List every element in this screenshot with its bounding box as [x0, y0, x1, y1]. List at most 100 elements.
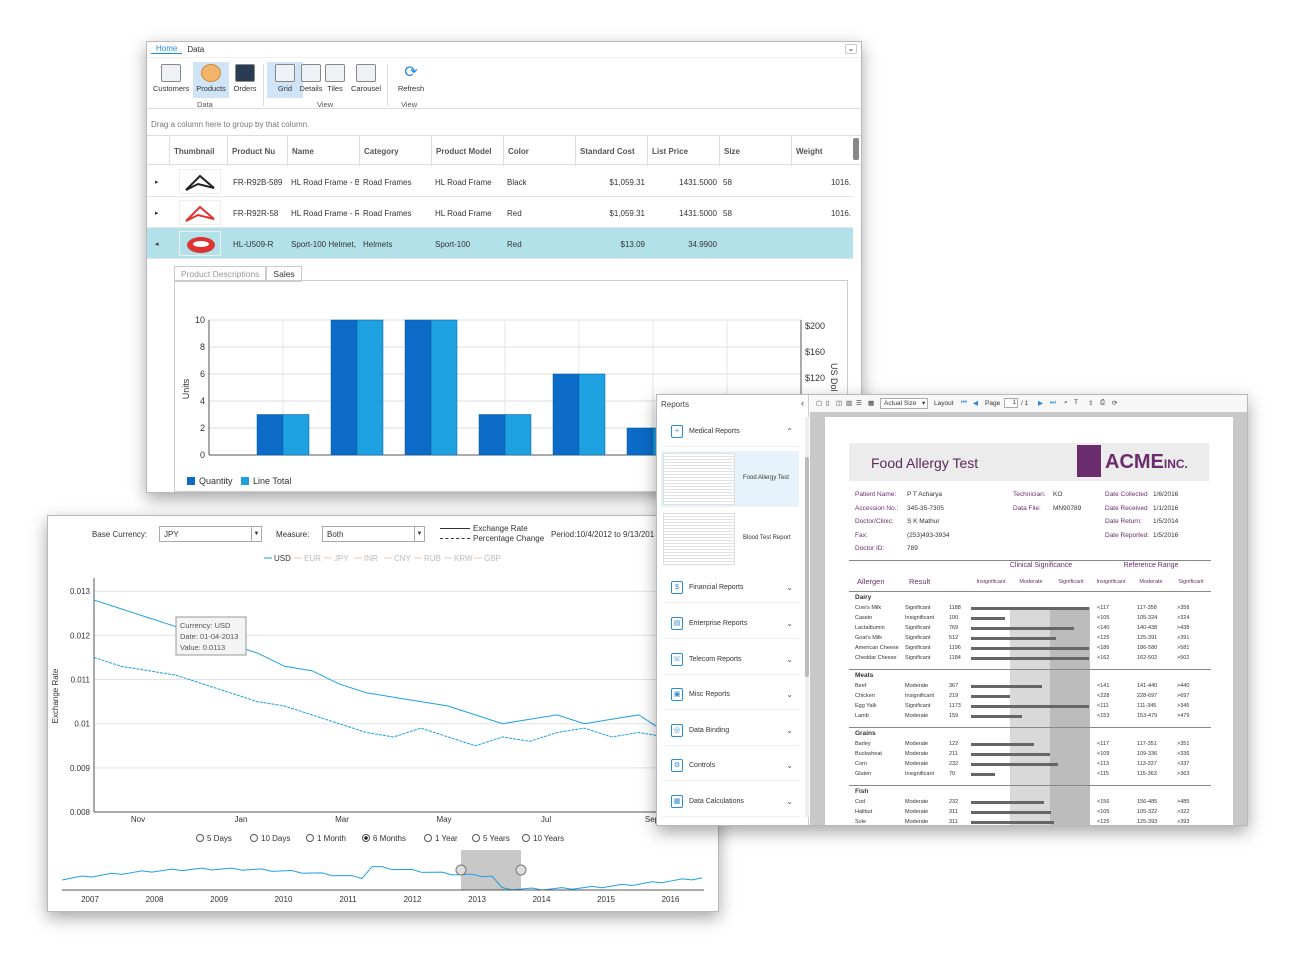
column-header[interactable]: List Price — [647, 136, 719, 166]
base-currency-select[interactable]: JPY ▼ — [159, 526, 262, 542]
row-expander-icon[interactable]: ◂ — [155, 241, 159, 248]
next-page-icon[interactable]: ▶ — [1038, 400, 1043, 407]
field-value: 1/5/2014 — [1153, 518, 1179, 525]
y-tick-label: 10 — [195, 315, 205, 325]
page-input[interactable]: 1 — [1004, 398, 1018, 408]
report-category[interactable]: ⚙ Controls ⌄ — [663, 751, 799, 781]
zoom-select[interactable]: Actual Size — [880, 398, 928, 409]
search-icon[interactable]: ◫ — [836, 400, 843, 407]
result-bar — [971, 801, 1045, 804]
column-header[interactable]: Name — [287, 136, 359, 166]
result-level: Significant — [905, 703, 931, 709]
refresh-button[interactable]: ⟳ Refresh — [393, 62, 429, 98]
y-tick-label: 0.008 — [70, 808, 91, 817]
first-page-icon[interactable]: ⏮ — [961, 399, 967, 406]
report-category[interactable]: $ Financial Reports ⌄ — [663, 573, 799, 603]
columns-icon[interactable]: ▥ — [846, 400, 853, 407]
logo-suffix: INC. — [1163, 457, 1188, 471]
print-icon[interactable]: ⎙ — [1100, 399, 1106, 406]
report-category[interactable]: ☏ Telecom Reports ⌄ — [663, 645, 799, 675]
cell-model: Sport-100 — [435, 240, 471, 249]
range-low: <153 — [1097, 713, 1110, 719]
grid-button[interactable]: Grid — [267, 62, 303, 98]
layout-button[interactable]: Layout — [934, 400, 954, 407]
column-header[interactable]: Thumbnail — [169, 136, 227, 166]
report-item[interactable]: Blood Test Report — [661, 511, 799, 567]
column-header[interactable]: Weight — [791, 136, 853, 166]
last-page-icon[interactable]: ⏭ — [1050, 399, 1056, 406]
report-category[interactable]: ▤ Enterprise Reports ⌄ — [663, 609, 799, 639]
details-view-icon — [301, 64, 321, 82]
x-tick-label: May — [436, 815, 451, 824]
range-label: 5 Years — [483, 834, 510, 843]
page-icon[interactable]: ▯ — [826, 400, 830, 407]
range-low: <186 — [1097, 645, 1110, 651]
carousel-button[interactable]: Carousel — [349, 62, 383, 98]
range-high: >393 — [1177, 819, 1190, 825]
tab-product-descriptions[interactable]: Product Descriptions — [174, 266, 267, 282]
text-select-icon[interactable]: T — [1074, 399, 1078, 406]
range-mid: 117-351 — [1137, 741, 1157, 747]
details-button[interactable]: Details — [293, 62, 329, 98]
thumbnails-icon[interactable]: ▢ — [816, 400, 823, 407]
range-low: <141 — [1097, 683, 1110, 689]
allergen-name: Barley — [855, 741, 871, 747]
customers-button[interactable]: Customers — [153, 62, 189, 98]
export-icon[interactable]: ⇪ — [1088, 400, 1094, 407]
products-button[interactable]: Products — [193, 62, 229, 98]
column-header[interactable]: Size — [719, 136, 791, 166]
range-mid: 105-324 — [1137, 615, 1158, 621]
column-header[interactable]: Color — [503, 136, 575, 166]
result-level: Moderate — [905, 819, 929, 825]
y-tick-label: 0.011 — [71, 676, 91, 685]
column-header[interactable]: Standard Cost — [575, 136, 647, 166]
multi-page-icon[interactable]: ▦ — [868, 400, 875, 407]
row-expander-icon[interactable]: ▸ — [155, 179, 159, 186]
grid-scrollbar[interactable] — [853, 138, 859, 160]
report-category[interactable]: ◎ Data Binding ⌄ — [663, 716, 799, 746]
group-rule — [849, 727, 1211, 728]
column-header[interactable]: Category — [359, 136, 431, 166]
table-row[interactable]: ▸ FR-R92B-589 HL Road Frame - B Road Frames… — [147, 166, 853, 197]
orders-button[interactable]: Orders — [227, 62, 263, 98]
cell-cost: $13.09 — [620, 240, 645, 249]
row-expander-icon[interactable]: ▸ — [155, 210, 159, 217]
range-low: <162 — [1097, 655, 1110, 661]
column-header[interactable]: Product Model — [431, 136, 503, 166]
details-label: Details — [299, 84, 323, 93]
prev-page-icon[interactable]: ◀ — [973, 400, 978, 407]
range-radio — [306, 834, 314, 842]
find-icon[interactable]: ⌕ — [1064, 399, 1068, 406]
tab-home[interactable]: Home — [151, 44, 183, 54]
table-row[interactable]: ◂ HL-U509-R Sport-100 Helmet, Helmets Sport-… — [147, 228, 853, 259]
refresh-icon[interactable]: ⟳ — [1112, 400, 1118, 407]
acme-logo-icon — [1077, 445, 1101, 477]
result-bar — [971, 647, 1089, 650]
ribbon-collapse-button[interactable]: ⌄ — [845, 44, 857, 54]
column-header[interactable]: Product Nu — [227, 136, 287, 166]
tab-data[interactable]: Data — [187, 44, 205, 54]
scrollbar-thumb[interactable] — [805, 457, 809, 677]
measure-select[interactable]: Both ▼ — [322, 526, 425, 542]
report-category[interactable]: ▣ Misc Reports ⌄ — [663, 680, 799, 710]
y-tick-label: 0.01 — [74, 720, 90, 729]
allergen-name: Gluten — [855, 771, 872, 777]
measure-value: Both — [327, 530, 344, 539]
table-row[interactable]: ▸ FR-R92R-58 HL Road Frame - R Road Frames H… — [147, 197, 853, 228]
tiles-button[interactable]: Tiles — [317, 62, 353, 98]
ribbon-tabs: Home Data — [147, 42, 861, 56]
legend-swatch — [241, 477, 249, 485]
allergen-name: Lactalbumin — [855, 625, 885, 631]
group-panel-hint[interactable]: Drag a column here to group by that colu… — [151, 120, 310, 129]
report-item[interactable]: Food Allergy Test — [661, 451, 799, 507]
result-value: 100 — [949, 615, 959, 621]
report-category[interactable]: ▦ Data Calculations ⌄ — [663, 787, 799, 817]
result-value: 311 — [949, 809, 958, 815]
tab-sales[interactable]: Sales — [266, 266, 302, 282]
report-category[interactable]: + Medical Reports ⌃ — [663, 417, 799, 447]
sidebar-scrollbar[interactable] — [805, 417, 809, 817]
list-icon[interactable]: ☰ — [856, 400, 862, 407]
collapse-sidebar-icon[interactable]: ‹ — [801, 398, 804, 408]
range-low: <125 — [1097, 819, 1110, 825]
products-label: Products — [196, 84, 226, 93]
